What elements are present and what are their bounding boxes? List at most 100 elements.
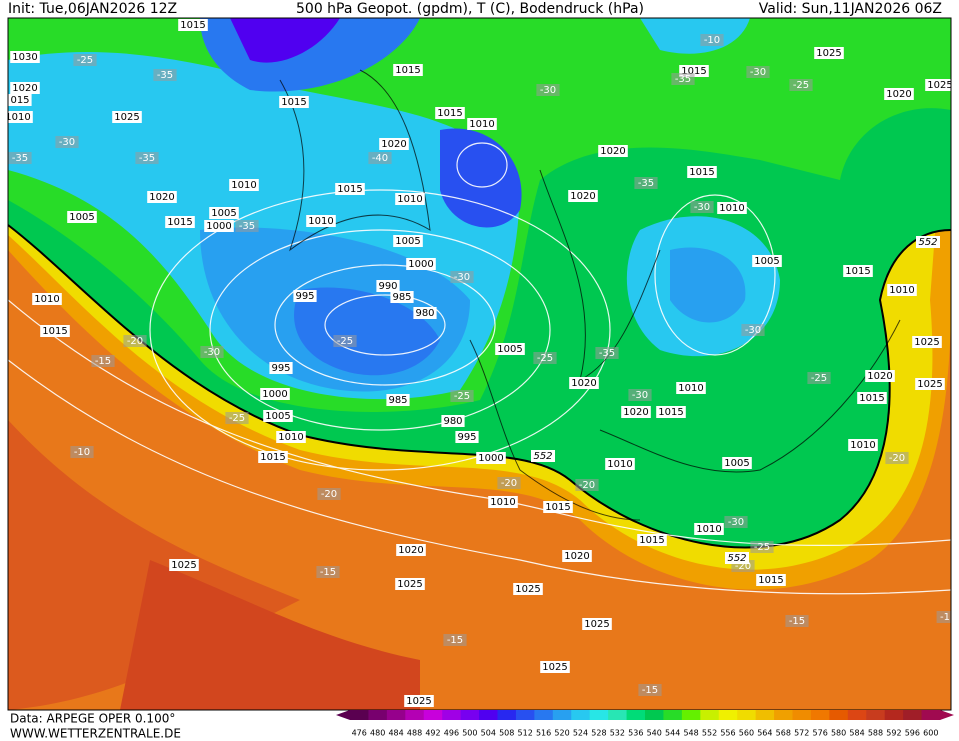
pressure-label-box: [8, 111, 33, 123]
temperature-label-box: [638, 684, 662, 696]
temperature-label: -25: [811, 373, 827, 384]
pressure-label: 1015: [859, 393, 884, 404]
temperature-label-box: [450, 271, 474, 283]
pressure-label-box: [676, 382, 706, 394]
pressure-label-box: [404, 695, 434, 707]
pressure-label: 1020: [623, 407, 648, 418]
temperature-label-box: [575, 479, 599, 491]
pressure-label-box: [569, 377, 599, 389]
temperature-label-box: [700, 34, 724, 46]
pressure-label: 1015: [167, 217, 192, 228]
height-label-box: [725, 552, 749, 564]
pressure-label: 990: [378, 281, 397, 292]
temperature-label: -25: [537, 353, 553, 364]
pressure-label-box: [441, 415, 465, 427]
temperature-label: -30: [540, 85, 556, 96]
colorbar-tick-label: 556: [720, 729, 735, 738]
temperature-label: -15: [95, 356, 111, 367]
temperature-label: -35: [675, 74, 691, 85]
colorbar-swatch: [534, 710, 554, 720]
temperature-label-box: [73, 54, 97, 66]
pressure-label-box: [229, 179, 259, 191]
pressure-label-box: [395, 193, 425, 205]
pressure-label: 015: [10, 95, 29, 106]
pressure-label-box: [396, 544, 426, 556]
pressure-label: 1010: [278, 432, 303, 443]
pressure-label-box: [293, 290, 317, 302]
pressure-label-box: [513, 583, 543, 595]
colorbar-tick-label: 480: [370, 729, 385, 738]
pressure-label: 1025: [542, 662, 567, 673]
temperature-label-box: [8, 152, 32, 164]
colorbar-tick-label: 536: [628, 729, 643, 738]
colorbar-tick-label: 600: [923, 729, 938, 738]
temperature-label: -35: [12, 153, 28, 164]
pressure-label-box: [67, 211, 97, 223]
pressure-label: 1010: [678, 383, 703, 394]
colorbar-tick-label: 568: [776, 729, 791, 738]
pressure-label: 1000: [408, 259, 433, 270]
pressure-label-box: [488, 496, 518, 508]
temperature-label: -30: [750, 67, 766, 78]
temperature-label-box: [70, 446, 94, 458]
temperature-label-box: [153, 69, 177, 81]
pressure-label: 1010: [607, 459, 632, 470]
colorbar-tick-label: 544: [665, 729, 680, 738]
colorbar-tick-label: 592: [886, 729, 901, 738]
temperature-label-box: [135, 152, 159, 164]
height-label: 552: [727, 553, 746, 564]
temperature-label-box: [634, 177, 658, 189]
height-label: 552: [918, 237, 937, 248]
pressure-label: 1025: [114, 112, 139, 123]
pressure-label: 1025: [914, 337, 939, 348]
pressure-label: 1015: [180, 20, 205, 31]
pressure-label: 1020: [867, 371, 892, 382]
pressure-label-box: [406, 258, 436, 270]
temperature-label: -35: [599, 348, 615, 359]
height-label: 552: [533, 451, 552, 462]
pressure-label-box: [413, 307, 437, 319]
pressure-label: 1015: [545, 502, 570, 513]
temperature-label-box: [497, 477, 521, 489]
pressure-label: 1005: [724, 458, 749, 469]
pressure-label: 1015: [689, 167, 714, 178]
pressure-label-box: [10, 51, 40, 63]
pressure-label: 1015: [845, 266, 870, 277]
colorbar-tick-label: 584: [849, 729, 864, 738]
pressure-label: 1010: [490, 497, 515, 508]
temperature-label: -10: [74, 447, 90, 458]
pressure-label: 985: [388, 395, 407, 406]
pressure-label-box: [717, 202, 747, 214]
pressure-label-box: [263, 410, 293, 422]
temperature-label: -15: [447, 635, 463, 646]
colorbar-arrow-left: [336, 710, 350, 720]
pressure-label-box: [887, 284, 917, 296]
temperature-label: -25: [754, 542, 770, 553]
pressure-label: 1005: [754, 256, 779, 267]
colorbar-swatch: [829, 710, 849, 720]
colorbar-swatch: [497, 710, 517, 720]
pressure-label-box: [562, 550, 592, 562]
pressure-label: 1015: [658, 407, 683, 418]
colorbar-swatch: [442, 710, 462, 720]
colorbar-swatch: [552, 710, 572, 720]
pressure-label-box: [598, 145, 628, 157]
pressure-label-box: [865, 370, 895, 382]
temperature-label: -35: [157, 70, 173, 81]
pressure-label-box: [843, 265, 873, 277]
pressure-label-box: [756, 574, 786, 586]
colorbar-swatch: [368, 710, 388, 720]
pressure-label-box: [393, 235, 423, 247]
colorbar-swatch: [884, 710, 904, 720]
pressure-label-box: [722, 457, 752, 469]
temperature-label: -20: [579, 480, 595, 491]
colorbar-swatch: [700, 710, 720, 720]
pressure-label: 1025: [584, 619, 609, 630]
colorbar-swatch: [847, 710, 867, 720]
temperature-label-box: [936, 611, 951, 623]
colorbar-swatch: [681, 710, 701, 720]
pressure-label: 995: [457, 432, 476, 443]
temperature-label-box: [317, 488, 341, 500]
temperature-label-box: [536, 84, 560, 96]
